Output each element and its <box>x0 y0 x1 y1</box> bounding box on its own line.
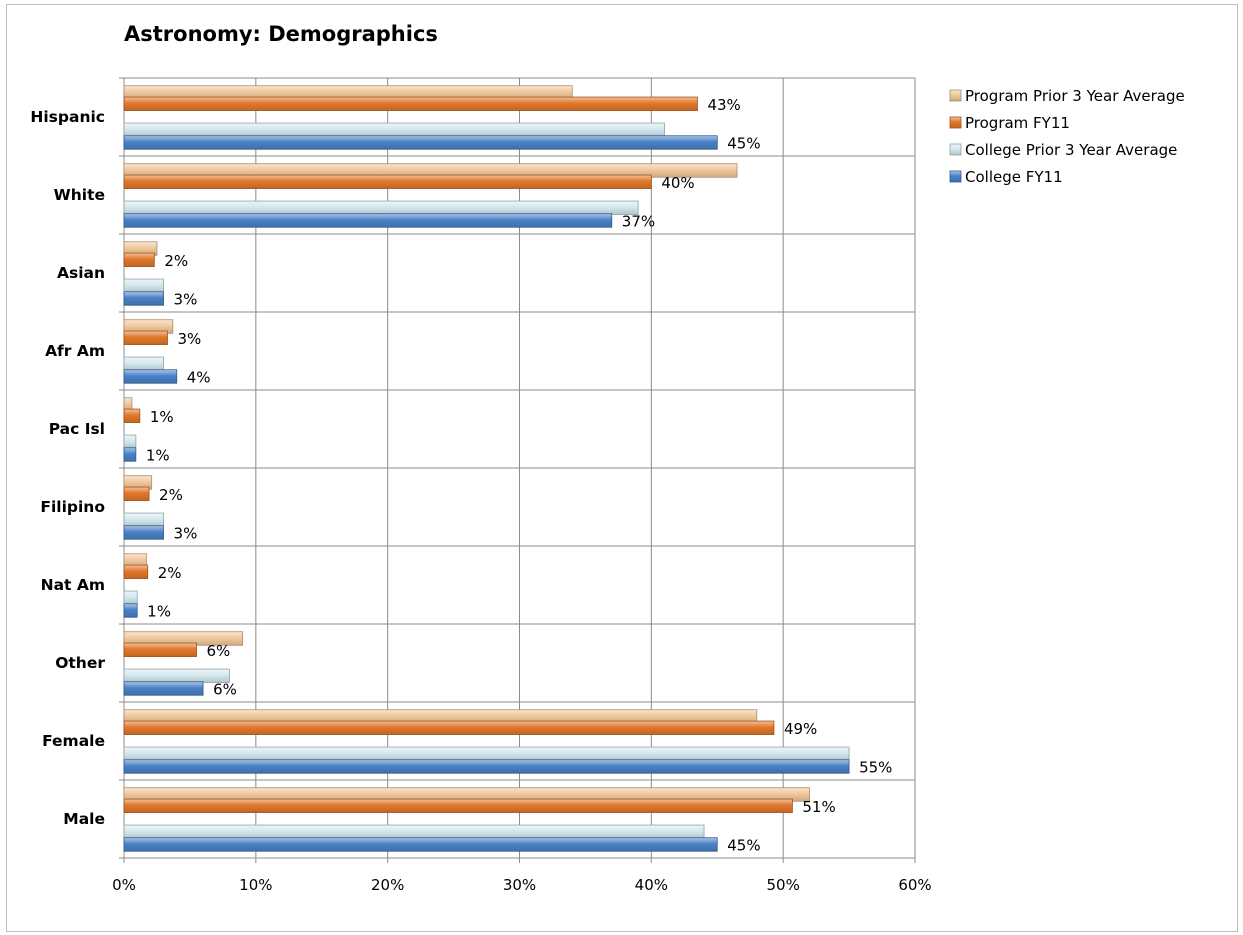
data-label: 3% <box>174 291 198 309</box>
bar <box>124 643 197 657</box>
bar <box>124 175 651 189</box>
data-label: 37% <box>622 213 655 231</box>
bar <box>124 825 704 839</box>
bar <box>124 357 164 371</box>
bar <box>124 487 149 501</box>
bar <box>124 513 164 527</box>
bar <box>124 721 774 735</box>
data-label: 1% <box>150 408 174 426</box>
bar <box>124 448 136 462</box>
data-label: 2% <box>159 486 183 504</box>
category-label: White <box>54 186 105 204</box>
category-label: Afr Am <box>45 342 105 360</box>
category-label: Pac Isl <box>49 420 105 438</box>
data-label: 4% <box>187 369 211 387</box>
data-label: 1% <box>147 603 171 621</box>
data-label: 3% <box>178 330 202 348</box>
bar <box>124 409 140 423</box>
legend-swatch <box>950 90 961 101</box>
data-label: 2% <box>164 252 188 270</box>
x-tick-label: 10% <box>239 876 272 894</box>
legend-label: Program FY11 <box>965 114 1070 132</box>
category-label: Filipino <box>40 498 105 516</box>
bar <box>124 591 137 605</box>
bar <box>124 279 164 293</box>
data-label: 1% <box>146 447 170 465</box>
bar <box>124 604 137 618</box>
bar <box>124 838 717 852</box>
bar <box>124 201 638 215</box>
bar <box>124 253 154 266</box>
data-label: 49% <box>784 720 817 738</box>
legend-swatch <box>950 117 961 128</box>
x-tick-label: 60% <box>898 876 931 894</box>
bar <box>124 123 665 137</box>
data-label: 45% <box>727 135 760 153</box>
data-label: 40% <box>661 174 694 192</box>
bar <box>124 747 849 761</box>
data-label: 45% <box>727 837 760 855</box>
legend-swatch <box>950 144 961 155</box>
bar <box>124 136 717 150</box>
data-label: 6% <box>207 642 231 660</box>
bar <box>124 799 792 813</box>
category-label: Hispanic <box>30 108 105 126</box>
data-label: 6% <box>213 681 237 699</box>
x-tick-label: 30% <box>503 876 536 894</box>
data-label: 51% <box>802 798 835 816</box>
bar <box>124 370 177 384</box>
bar <box>124 526 164 540</box>
bar <box>124 565 148 579</box>
x-tick-label: 50% <box>766 876 799 894</box>
data-label: 2% <box>158 564 182 582</box>
x-tick-label: 20% <box>371 876 404 894</box>
bar <box>124 214 612 228</box>
legend-label: Program Prior 3 Year Average <box>965 87 1185 105</box>
data-label: 3% <box>174 525 198 543</box>
bar <box>124 435 136 449</box>
bar <box>124 331 168 345</box>
bar <box>124 760 849 774</box>
series-group: 45% 37% 3% 4% 1% 3% 1% 6% 55% 45% <box>124 135 892 855</box>
legend-label: College FY11 <box>965 168 1063 186</box>
category-label: Female <box>42 732 105 750</box>
x-tick-label: 0% <box>112 876 136 894</box>
bar <box>124 292 164 306</box>
data-label: 43% <box>707 96 740 114</box>
category-label: Asian <box>57 264 105 282</box>
category-label: Male <box>63 810 105 828</box>
x-tick-label: 40% <box>635 876 668 894</box>
bar <box>124 682 203 696</box>
legend-swatch <box>950 171 961 182</box>
category-label: Other <box>55 654 105 672</box>
bar <box>124 97 697 111</box>
legend-label: College Prior 3 Year Average <box>965 141 1177 159</box>
category-label: Nat Am <box>41 576 105 594</box>
data-label: 55% <box>859 759 892 777</box>
